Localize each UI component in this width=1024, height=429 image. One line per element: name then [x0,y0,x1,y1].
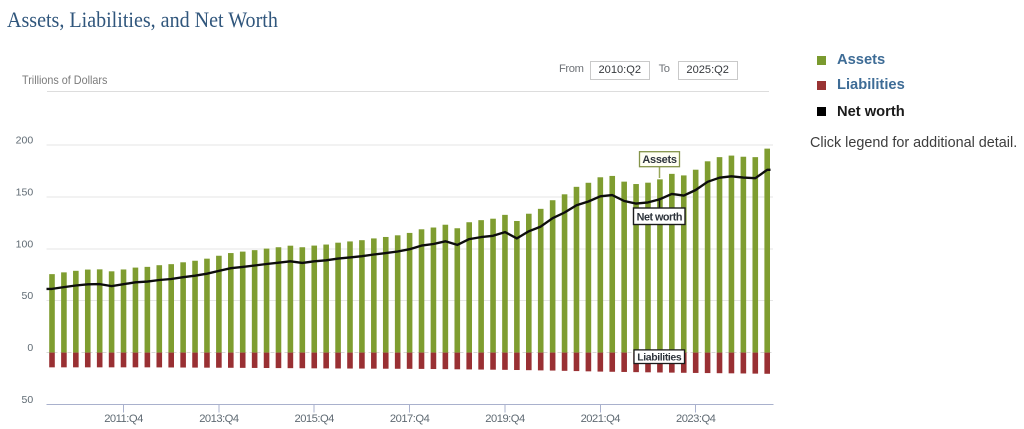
svg-text:2019:Q4: 2019:Q4 [485,413,525,425]
svg-text:100: 100 [16,238,34,250]
svg-text:2017:Q4: 2017:Q4 [390,413,430,425]
svg-text:2021:Q4: 2021:Q4 [581,413,621,425]
svg-text:2015:Q4: 2015:Q4 [294,413,334,425]
svg-text:Net worth: Net worth [637,211,682,223]
svg-text:Liabilities: Liabilities [637,351,682,363]
svg-text:Assets: Assets [642,154,676,166]
svg-text:50: 50 [22,394,34,406]
svg-text:150: 150 [16,186,34,198]
svg-text:50: 50 [22,290,34,302]
svg-text:0: 0 [27,342,33,354]
svg-text:2013:Q4: 2013:Q4 [199,413,239,425]
svg-text:2023:Q4: 2023:Q4 [676,413,716,425]
svg-text:200: 200 [16,135,34,147]
svg-text:2011:Q4: 2011:Q4 [104,413,143,425]
